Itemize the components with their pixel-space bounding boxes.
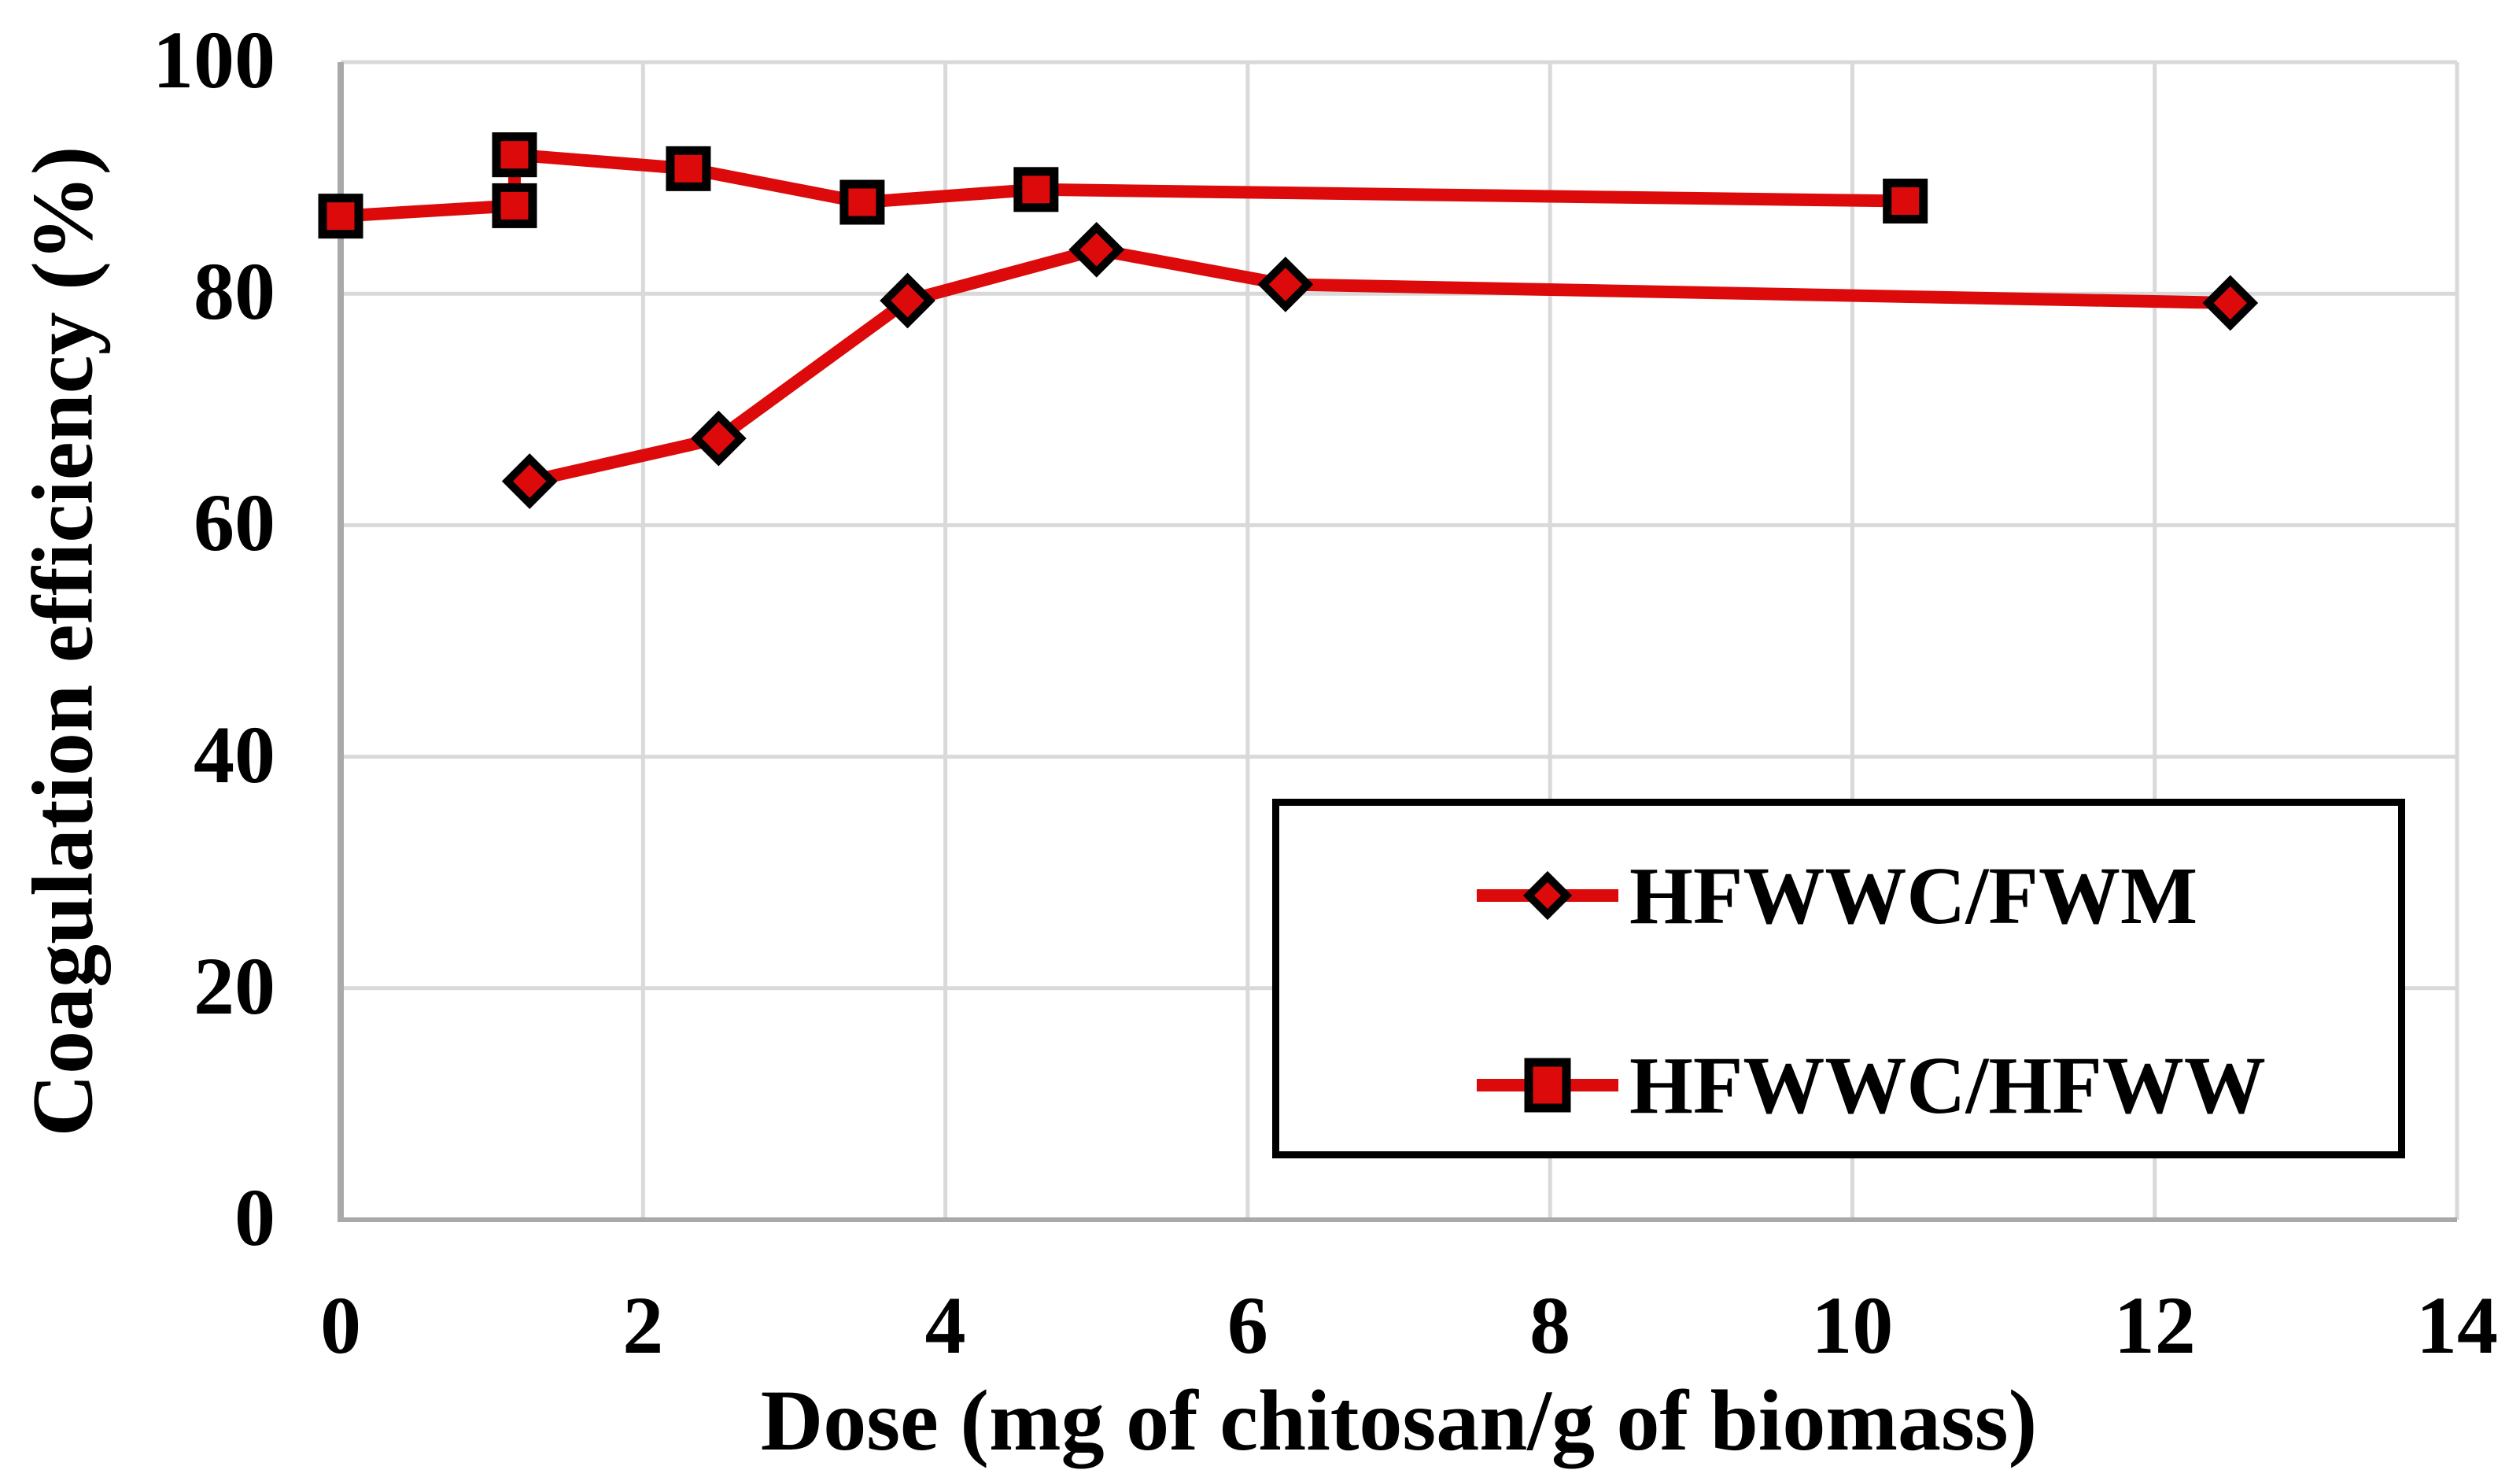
legend-label-hfwwc-fwm: HFWWC/FWM <box>1629 850 2198 941</box>
legend-label-hfwwc-hfww: HFWWC/HFWW <box>1629 1040 2266 1131</box>
marker-diamond <box>880 272 935 329</box>
marker-square <box>492 132 537 178</box>
square-marker-icon <box>1477 1058 1618 1113</box>
marker-diamond <box>501 453 558 509</box>
x-tick-label-10: 10 <box>1811 1280 1894 1371</box>
x-tick-label-4: 4 <box>924 1280 966 1371</box>
x-tick-label-0: 0 <box>320 1280 361 1371</box>
diamond-marker-icon <box>1477 870 1618 921</box>
y-tick-label-20: 20 <box>194 940 275 1032</box>
y-tick-label-0: 0 <box>234 1173 275 1263</box>
x-tick-label-14: 14 <box>2416 1280 2498 1371</box>
y-tick-label-100: 100 <box>153 15 275 105</box>
x-tick-label-8: 8 <box>1529 1280 1571 1371</box>
marker-square <box>1013 167 1059 212</box>
marker-diamond <box>1257 257 1314 312</box>
x-tick-label-6: 6 <box>1227 1280 1268 1371</box>
x-tick-label-2: 2 <box>622 1280 664 1371</box>
marker-square <box>666 146 711 191</box>
x-tick-label-12: 12 <box>2113 1280 2196 1371</box>
y-tick-label-40: 40 <box>194 709 275 800</box>
legend-item-hfwwc-fwm: HFWWC/FWM <box>1477 851 2197 941</box>
marker-square <box>318 194 363 239</box>
marker-square <box>492 183 537 228</box>
series-line-hfwwc-hfww <box>334 148 1912 223</box>
series-line-hfwwc-fwm <box>523 243 2237 488</box>
legend-item-hfwwc-hfww: HFWWC/HFWW <box>1477 1040 2266 1131</box>
marker-diamond <box>2202 275 2259 331</box>
marker-square <box>1883 179 1928 224</box>
legend: HFWWC/FWM HFWWC/HFWW <box>1272 799 2405 1158</box>
marker-diamond <box>691 410 747 467</box>
x-axis-title: Dose (mg of chitosan/g of biomass) <box>760 1372 2038 1468</box>
marker-square <box>839 179 885 225</box>
y-tick-label-60: 60 <box>194 478 275 569</box>
y-tick-label-80: 80 <box>194 246 275 338</box>
marker-diamond <box>1068 221 1125 278</box>
